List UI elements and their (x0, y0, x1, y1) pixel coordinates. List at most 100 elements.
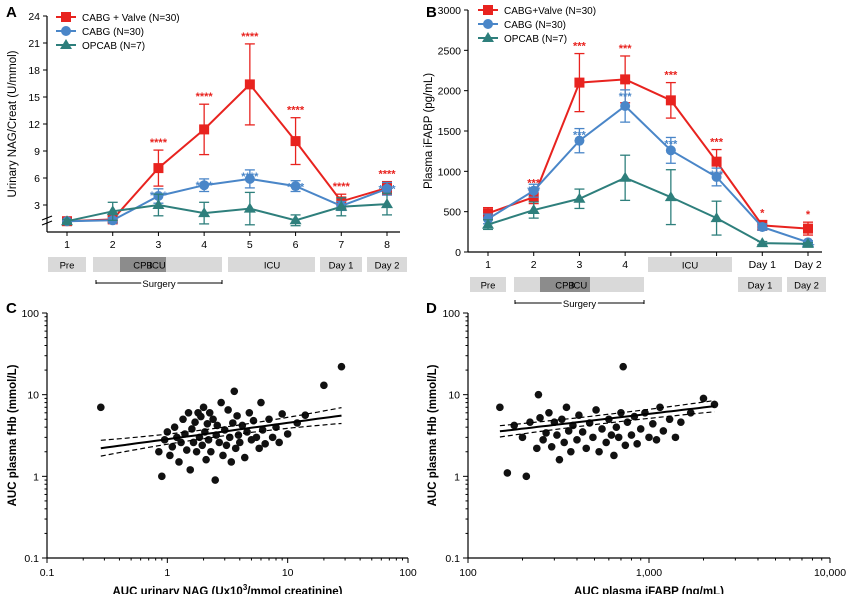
d-ci-upper (499, 399, 715, 427)
a-xtick-label: 7 (338, 239, 344, 251)
c-data-point (186, 466, 195, 474)
b-point-blue (757, 221, 768, 232)
b-phase-icu-box (648, 257, 732, 272)
d-xtick-label: 100 (459, 567, 477, 579)
c-data-point (278, 410, 286, 418)
d-ytick-label: 10 (448, 390, 460, 402)
a-point-teal (198, 207, 211, 218)
b-point-red (483, 208, 493, 219)
a-point-red (290, 136, 301, 147)
b-point-teal (619, 171, 632, 182)
c-data-point (209, 415, 217, 424)
panel-letter-c: C (6, 300, 17, 317)
d-data-point (534, 390, 543, 399)
c-data-point (203, 419, 212, 428)
c-data-point (283, 430, 292, 438)
d-data-point (677, 418, 685, 427)
d-data-point (578, 428, 587, 436)
c-data-point (211, 476, 220, 484)
a-phase-cpb-box (120, 257, 166, 272)
c-data-point (231, 444, 240, 453)
a-axis-break-2 (41, 220, 53, 226)
c-xtick-label: 0.1 (40, 567, 55, 579)
a-xtick-label: 6 (293, 239, 299, 251)
d-data-point (539, 436, 547, 444)
d-data-point (612, 423, 621, 431)
b-legend-label: CABG (N=30) (504, 20, 566, 31)
a-legend-marker (61, 26, 71, 36)
b-phase-label-icu: ICU (682, 261, 699, 272)
a-point-blue (244, 173, 255, 184)
a-ytick-label: 3 (34, 200, 40, 212)
d-data-point (589, 433, 597, 442)
d-data-point (592, 406, 600, 414)
d-data-point (545, 408, 553, 417)
b-legend-label: OPCAB (N=7) (504, 34, 567, 45)
b-ylabel: Plasma iFABP (pg/mL) (423, 73, 435, 189)
d-data-point (526, 418, 534, 427)
b-xtick-label: 3 (577, 259, 583, 271)
a-legend-marker (60, 39, 72, 49)
b-point-red (620, 74, 631, 85)
c-data-point (337, 362, 346, 371)
d-data-point (610, 451, 618, 460)
b-sig-label: *** (573, 130, 587, 142)
b-sig-label: *** (710, 137, 724, 149)
d-ytick-label: 1 (454, 471, 460, 483)
d-data-point (633, 440, 641, 448)
c-data-point (182, 446, 191, 454)
c-xtick-label: 10 (282, 567, 294, 579)
a-point-teal (152, 199, 165, 209)
b-sig-label: * (760, 208, 765, 220)
a-phase-box (48, 257, 86, 272)
c-data-point (217, 398, 225, 407)
a-ytick-label: 12 (28, 119, 40, 131)
c-data-point (213, 421, 222, 430)
c-data-point (197, 412, 205, 421)
b-sig-label: *** (710, 169, 724, 181)
b-xtick-label: Day 1 (749, 259, 777, 271)
a-sig-label: **** (333, 181, 351, 193)
a-series-line-blue (66, 177, 388, 223)
a-phase-label: Day 1 (329, 261, 354, 272)
c-data-point (205, 408, 214, 417)
c-data-point (219, 451, 227, 460)
c-data-point (202, 455, 210, 464)
d-xtick-label: 1,000 (636, 567, 662, 579)
c-data-point (168, 442, 177, 451)
b-xtick-label: 4 (622, 259, 628, 271)
d-data-point (558, 415, 566, 424)
a-sig-label: **** (287, 182, 305, 194)
d-data-point (496, 403, 504, 412)
a-point-red (199, 124, 210, 135)
b-phase-box (738, 277, 782, 292)
b-point-blue (528, 185, 539, 196)
b-legend-label: CABG+Valve (N=30) (504, 6, 596, 17)
b-phase-label: Day 1 (748, 281, 773, 292)
d-ci-lower (499, 411, 715, 438)
b-xtick-label: 1 (485, 259, 491, 271)
a-xtick-label: 5 (247, 239, 253, 251)
a-sig-label: **** (378, 184, 396, 196)
c-data-point (320, 381, 328, 390)
c-data-point (243, 428, 251, 436)
a-phase-box (367, 257, 407, 272)
b-ytick-label: 2500 (438, 45, 462, 57)
c-data-point (175, 458, 183, 466)
b-surgery-label: Surgery (563, 299, 597, 310)
a-ytick-label: 24 (28, 11, 40, 23)
a-ytick-label: 9 (34, 146, 40, 158)
c-data-point (158, 472, 166, 481)
d-data-point (518, 433, 527, 442)
b-sig-label: *** (664, 138, 678, 150)
d-fit-line (499, 405, 715, 433)
d-data-point (595, 447, 603, 456)
d-ytick-label: 100 (442, 308, 460, 320)
c-data-point (261, 440, 269, 448)
d-data-point (614, 433, 623, 442)
d-data-point (567, 447, 575, 456)
d-data-point (607, 431, 616, 439)
a-legend-label: CABG (N=30) (82, 27, 144, 38)
d-data-point (627, 431, 636, 439)
b-xtick-label: 2 (531, 259, 537, 271)
